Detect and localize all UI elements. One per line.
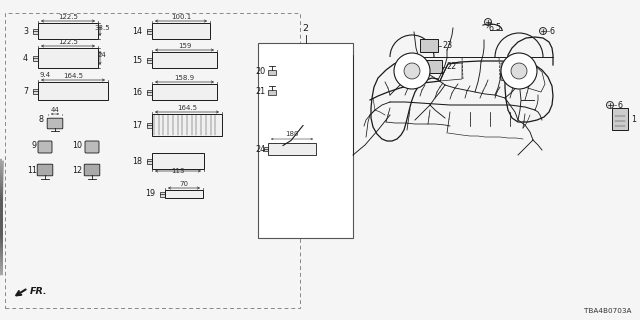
Text: 23: 23 [442,41,452,50]
FancyBboxPatch shape [85,141,99,153]
Bar [147,58,152,62]
Text: 18: 18 [132,156,142,165]
Text: 7: 7 [23,86,28,95]
Text: 164.5: 164.5 [63,73,83,79]
Bar [38,48,98,68]
Text: 19: 19 [145,189,155,198]
Bar [33,89,38,93]
Bar [33,55,38,60]
Bar [612,108,628,130]
Text: 44: 44 [51,107,60,113]
Text: 12: 12 [72,165,82,174]
Bar [152,84,217,100]
Bar [147,28,152,34]
Text: 158.9: 158.9 [175,75,195,81]
Circle shape [607,101,614,108]
Text: 20: 20 [255,67,265,76]
Text: 8: 8 [38,115,43,124]
Text: 33.5: 33.5 [94,25,110,31]
Text: 10: 10 [72,140,82,149]
Text: 9: 9 [32,140,37,149]
Bar [152,23,210,39]
Text: 1: 1 [631,115,636,124]
FancyBboxPatch shape [84,164,100,176]
Bar [160,191,165,196]
Bar [420,39,438,52]
Circle shape [511,63,527,79]
Text: 164.5: 164.5 [177,105,197,111]
Circle shape [484,19,492,26]
Bar [268,70,276,75]
Text: TBA4B0703A: TBA4B0703A [584,308,632,314]
Text: 17: 17 [132,121,142,130]
Bar [152,153,204,169]
Bar [152,114,222,136]
Text: 180: 180 [285,131,299,137]
Text: 9.4: 9.4 [39,72,50,78]
Text: FR.: FR. [30,287,47,297]
Bar [264,147,268,151]
Text: 100.1: 100.1 [171,14,191,20]
Text: 24: 24 [255,145,265,154]
Bar [152,52,217,68]
Text: 5: 5 [495,22,500,31]
Bar [258,43,353,238]
Text: 15: 15 [132,55,142,65]
Bar [38,82,108,100]
Text: 16: 16 [132,87,142,97]
Circle shape [540,28,547,35]
Bar [147,123,152,127]
Text: 3: 3 [23,27,28,36]
Bar [147,158,152,164]
Text: 122.5: 122.5 [58,39,78,45]
Text: 14: 14 [132,27,142,36]
Text: 24: 24 [98,52,106,58]
Circle shape [394,53,430,89]
Text: 122.5: 122.5 [58,14,78,20]
Text: 2: 2 [303,24,308,33]
FancyBboxPatch shape [47,118,63,129]
Text: 11: 11 [27,165,37,174]
Text: 6: 6 [550,27,555,36]
Text: 21: 21 [255,86,265,95]
Bar [268,143,316,155]
Bar [418,60,442,73]
Bar [33,28,38,34]
Text: 6: 6 [488,23,493,33]
Text: 113: 113 [172,168,185,174]
Circle shape [501,53,537,89]
FancyBboxPatch shape [38,141,52,153]
Text: 159: 159 [178,43,191,49]
Text: 70: 70 [179,181,189,187]
Bar [38,23,98,39]
Bar [268,90,276,95]
Bar [5,13,300,308]
Text: 4: 4 [23,53,28,62]
Bar [165,190,203,198]
Bar [147,90,152,94]
FancyBboxPatch shape [37,164,53,176]
Circle shape [404,63,420,79]
Text: 22: 22 [446,62,456,71]
Text: 6: 6 [617,100,622,109]
